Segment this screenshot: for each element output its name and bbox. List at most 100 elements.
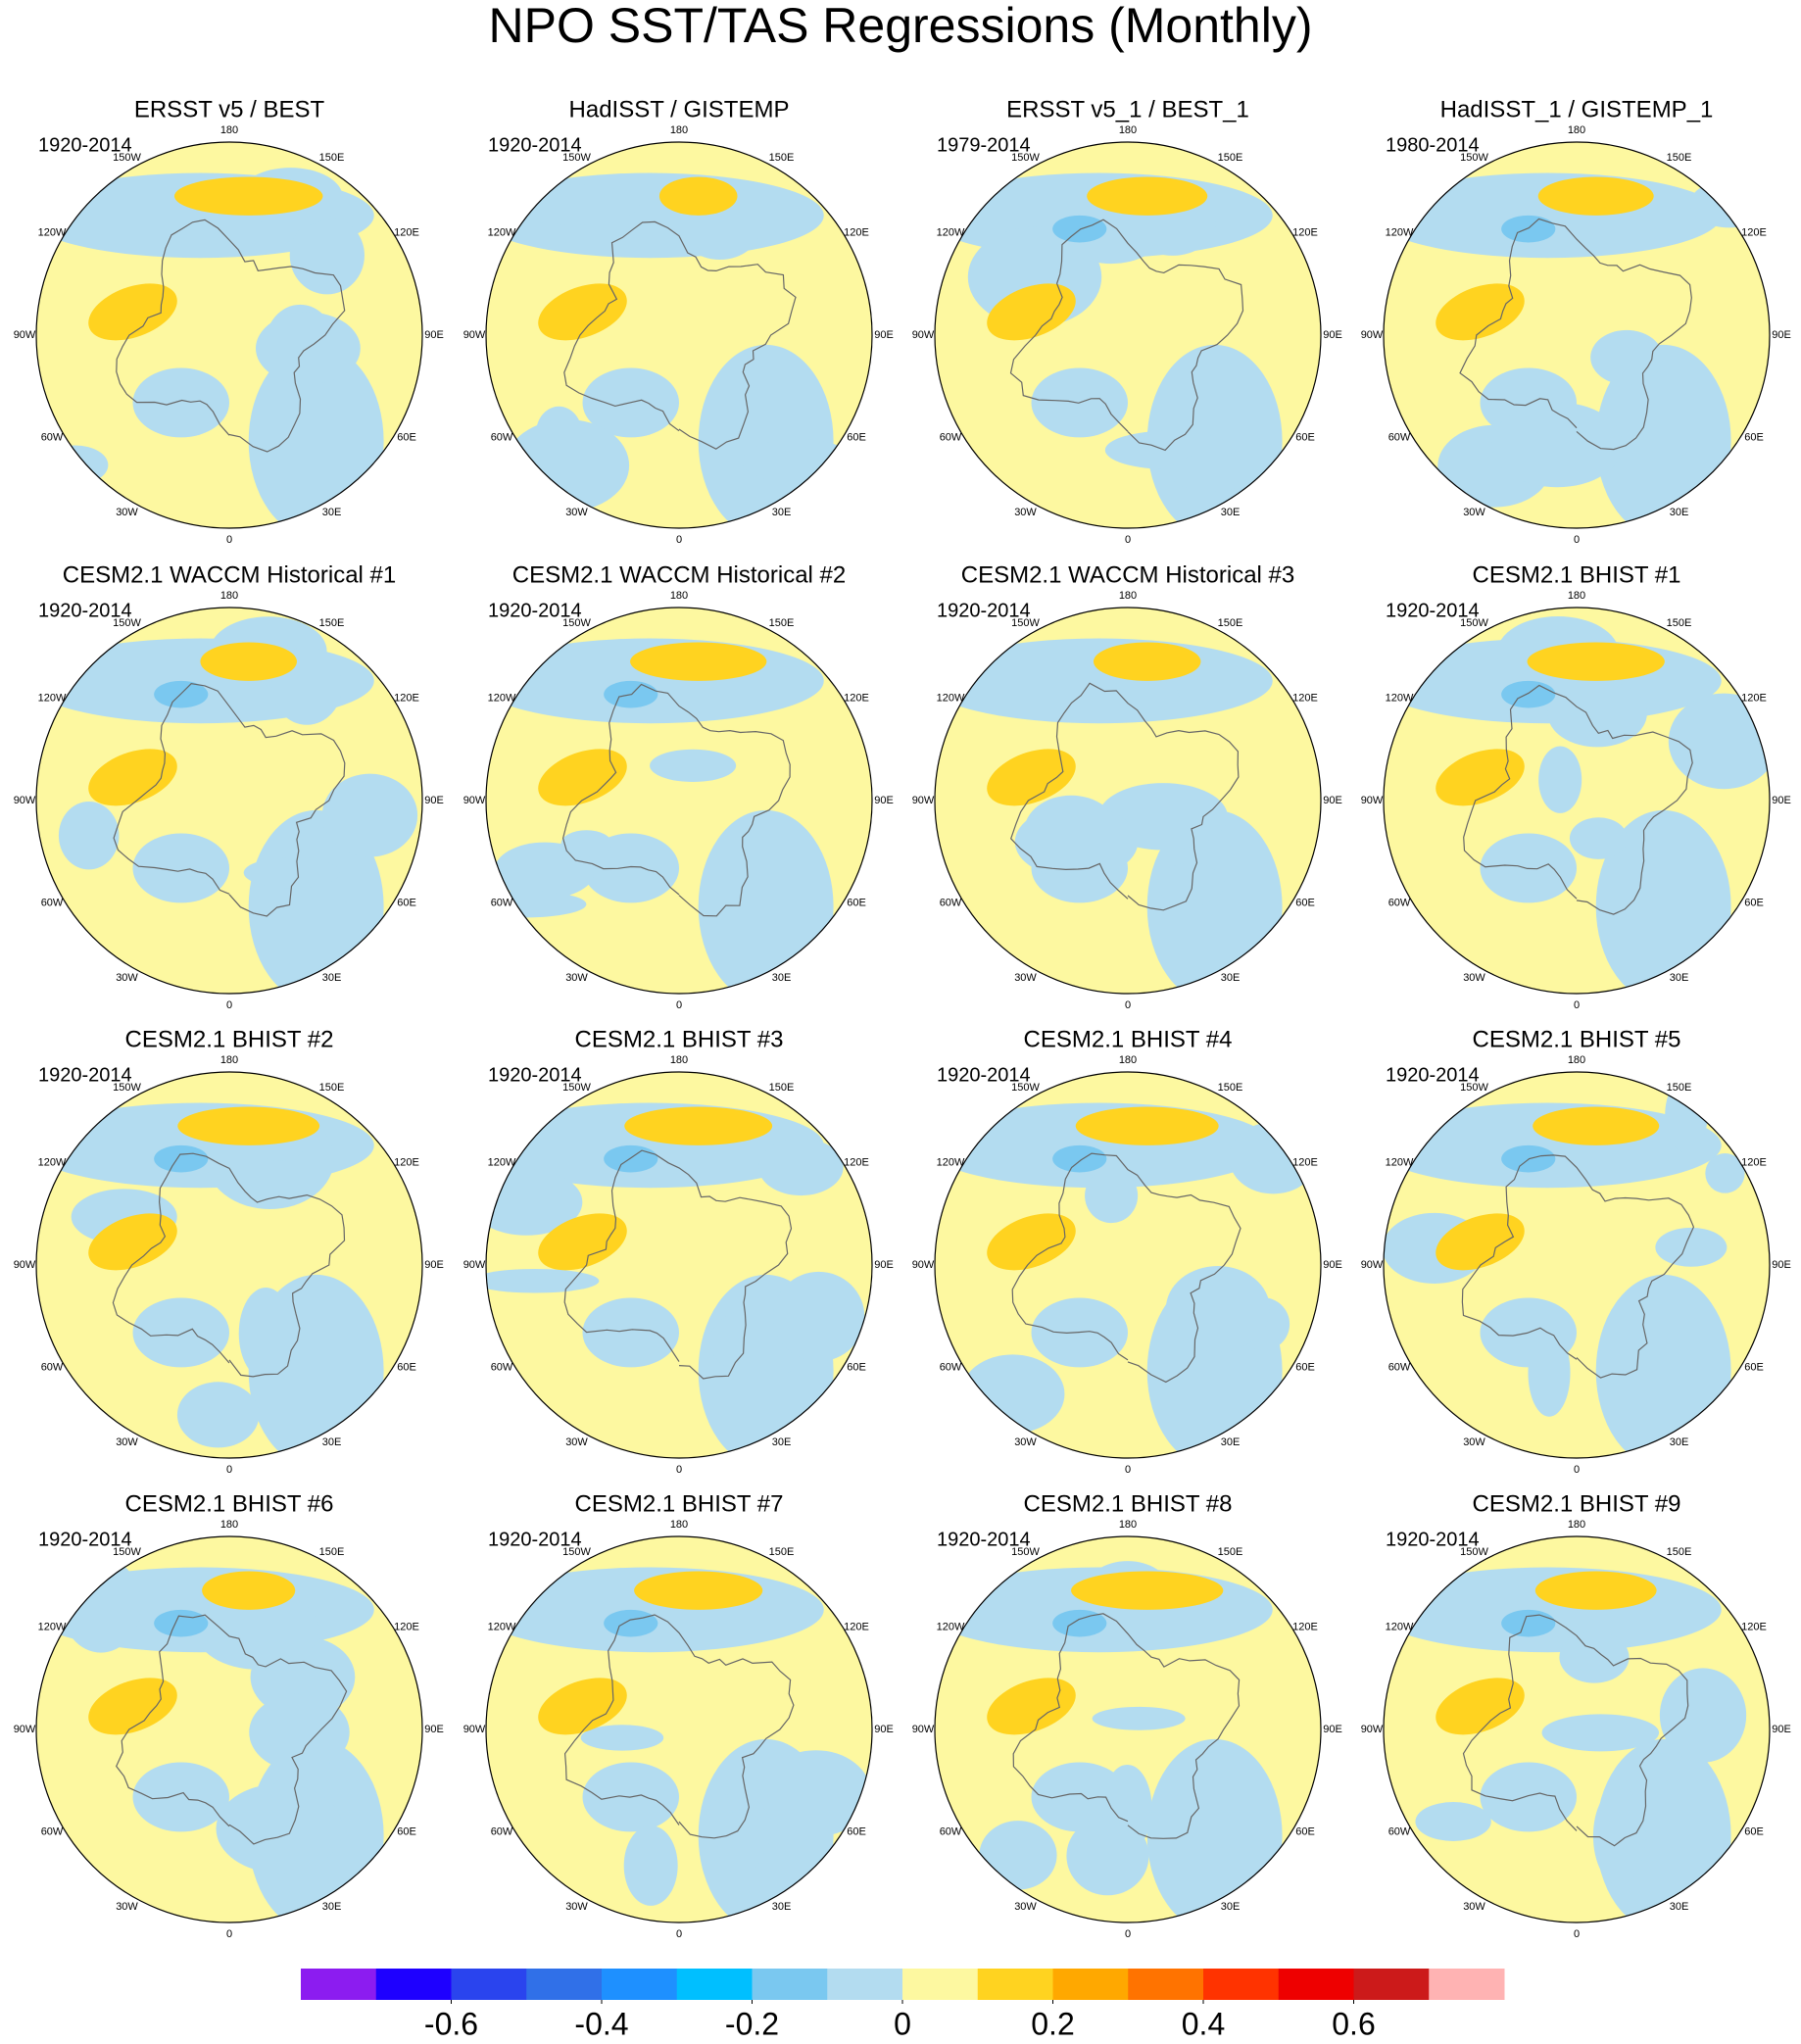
longitude-label: 60W <box>41 1361 64 1373</box>
longitude-label: 180 <box>220 1519 238 1531</box>
longitude-label: 150E <box>319 1546 345 1558</box>
longitude-label: 90E <box>424 1724 444 1735</box>
longitude-label: 150E <box>1218 152 1243 164</box>
colorbar-tick-label: 0.4 <box>1182 2006 1225 2041</box>
longitude-label: 120E <box>1292 1156 1318 1168</box>
panel-title: ERSST v5 / BEST <box>134 96 325 122</box>
coastline <box>563 1614 795 1839</box>
longitude-label: 90W <box>1361 1724 1384 1735</box>
colorbar-box <box>1429 1969 1505 2000</box>
map-region <box>1659 1668 1747 1763</box>
longitude-label: 60E <box>847 897 866 908</box>
longitude-label: 90W <box>14 1724 36 1735</box>
longitude-label: 60E <box>1744 897 1764 908</box>
colorbar-box <box>827 1969 903 2000</box>
longitude-label: 30E <box>322 1436 342 1448</box>
map-region <box>658 176 738 216</box>
map-region <box>88 283 177 341</box>
map-region <box>1071 1571 1224 1610</box>
panel-title: ERSST v5_1 / BEST_1 <box>1006 96 1249 122</box>
coastline <box>563 1149 793 1380</box>
map-border <box>35 141 423 529</box>
colorbar-box <box>1203 1969 1280 2000</box>
longitude-label: 150E <box>1667 1546 1692 1558</box>
longitude-label: 90W <box>1361 329 1384 341</box>
map-border <box>485 1071 873 1459</box>
coastline <box>116 219 346 453</box>
longitude-label: 180 <box>220 124 238 136</box>
longitude-label: 30W <box>1463 972 1485 984</box>
coastline <box>1012 1613 1241 1839</box>
longitude-label: 120E <box>1292 1621 1318 1632</box>
longitude-label: 60W <box>491 897 513 908</box>
map-region <box>987 283 1076 341</box>
longitude-label: 180 <box>670 124 688 136</box>
panel-title: CESM2.1 BHIST #1 <box>1473 561 1681 588</box>
longitude-label: 150W <box>1460 617 1488 629</box>
colorbar-box <box>977 1969 1053 2000</box>
longitude-label: 60W <box>41 431 64 443</box>
longitude-label: 150W <box>562 617 591 629</box>
map-region <box>1169 454 1254 492</box>
longitude-label: 30W <box>1014 972 1037 984</box>
map <box>1384 1072 1770 1458</box>
map-border <box>35 1071 423 1459</box>
longitude-label: 60E <box>1295 897 1315 908</box>
longitude-label: 120W <box>1386 1621 1414 1632</box>
longitude-label: 150W <box>562 1546 591 1558</box>
longitude-label: 120E <box>844 226 869 238</box>
longitude-label: 150W <box>1460 152 1488 164</box>
map-region <box>61 1557 141 1653</box>
longitude-label: 180 <box>670 1519 688 1531</box>
map-border <box>485 1535 873 1923</box>
map-region <box>582 1297 679 1368</box>
longitude-label: 0 <box>676 534 682 546</box>
map <box>36 608 422 994</box>
map-border <box>1383 607 1771 995</box>
longitude-label: 90E <box>1772 1724 1791 1735</box>
map-region <box>58 801 120 870</box>
longitude-label: 120E <box>1741 1156 1767 1168</box>
map-region <box>249 1693 350 1772</box>
map-region <box>604 1609 658 1637</box>
longitude-label: 120W <box>38 1156 67 1168</box>
longitude-label: 90W <box>912 795 935 806</box>
map-region <box>1436 283 1525 341</box>
map-region <box>1655 1227 1728 1267</box>
panel-period: 1920-2014 <box>488 1529 582 1550</box>
map <box>486 1072 872 1458</box>
map-region <box>1501 215 1556 243</box>
panel-period: 1920-2014 <box>38 600 132 621</box>
longitude-label: 60W <box>41 897 64 908</box>
longitude-label: 30E <box>1221 507 1241 518</box>
longitude-label: 60W <box>940 1825 962 1837</box>
longitude-label: 120W <box>488 1156 516 1168</box>
longitude-label: 0 <box>676 999 682 1011</box>
map-region <box>88 1678 177 1735</box>
colorbar-tick-label: -0.6 <box>424 2006 478 2041</box>
map-region <box>1527 642 1665 681</box>
map <box>935 142 1321 528</box>
colorbar-tick-label: -0.2 <box>725 2006 779 2041</box>
colorbar-box <box>451 1969 527 2000</box>
panel-period: 1920-2014 <box>38 1064 132 1086</box>
colorbar-box <box>301 1969 377 2000</box>
longitude-label: 60E <box>1744 1825 1764 1837</box>
map-border <box>934 1071 1322 1459</box>
panel-title: HadISST_1 / GISTEMP_1 <box>1440 96 1714 122</box>
longitude-label: 150W <box>1460 1546 1488 1558</box>
longitude-label: 180 <box>1568 590 1585 602</box>
longitude-label: 30W <box>1014 1901 1037 1913</box>
longitude-label: 30E <box>322 1901 342 1913</box>
coastline <box>561 683 791 917</box>
coastline <box>563 220 797 450</box>
colorbar-tick-label: 0 <box>894 2006 911 2041</box>
map-region <box>630 642 767 681</box>
map-region <box>1538 746 1582 813</box>
map <box>486 142 872 528</box>
longitude-label: 60W <box>491 431 513 443</box>
coastline <box>116 1614 348 1845</box>
map <box>935 1536 1321 1922</box>
map <box>36 1536 422 1922</box>
map-region <box>238 1288 293 1380</box>
